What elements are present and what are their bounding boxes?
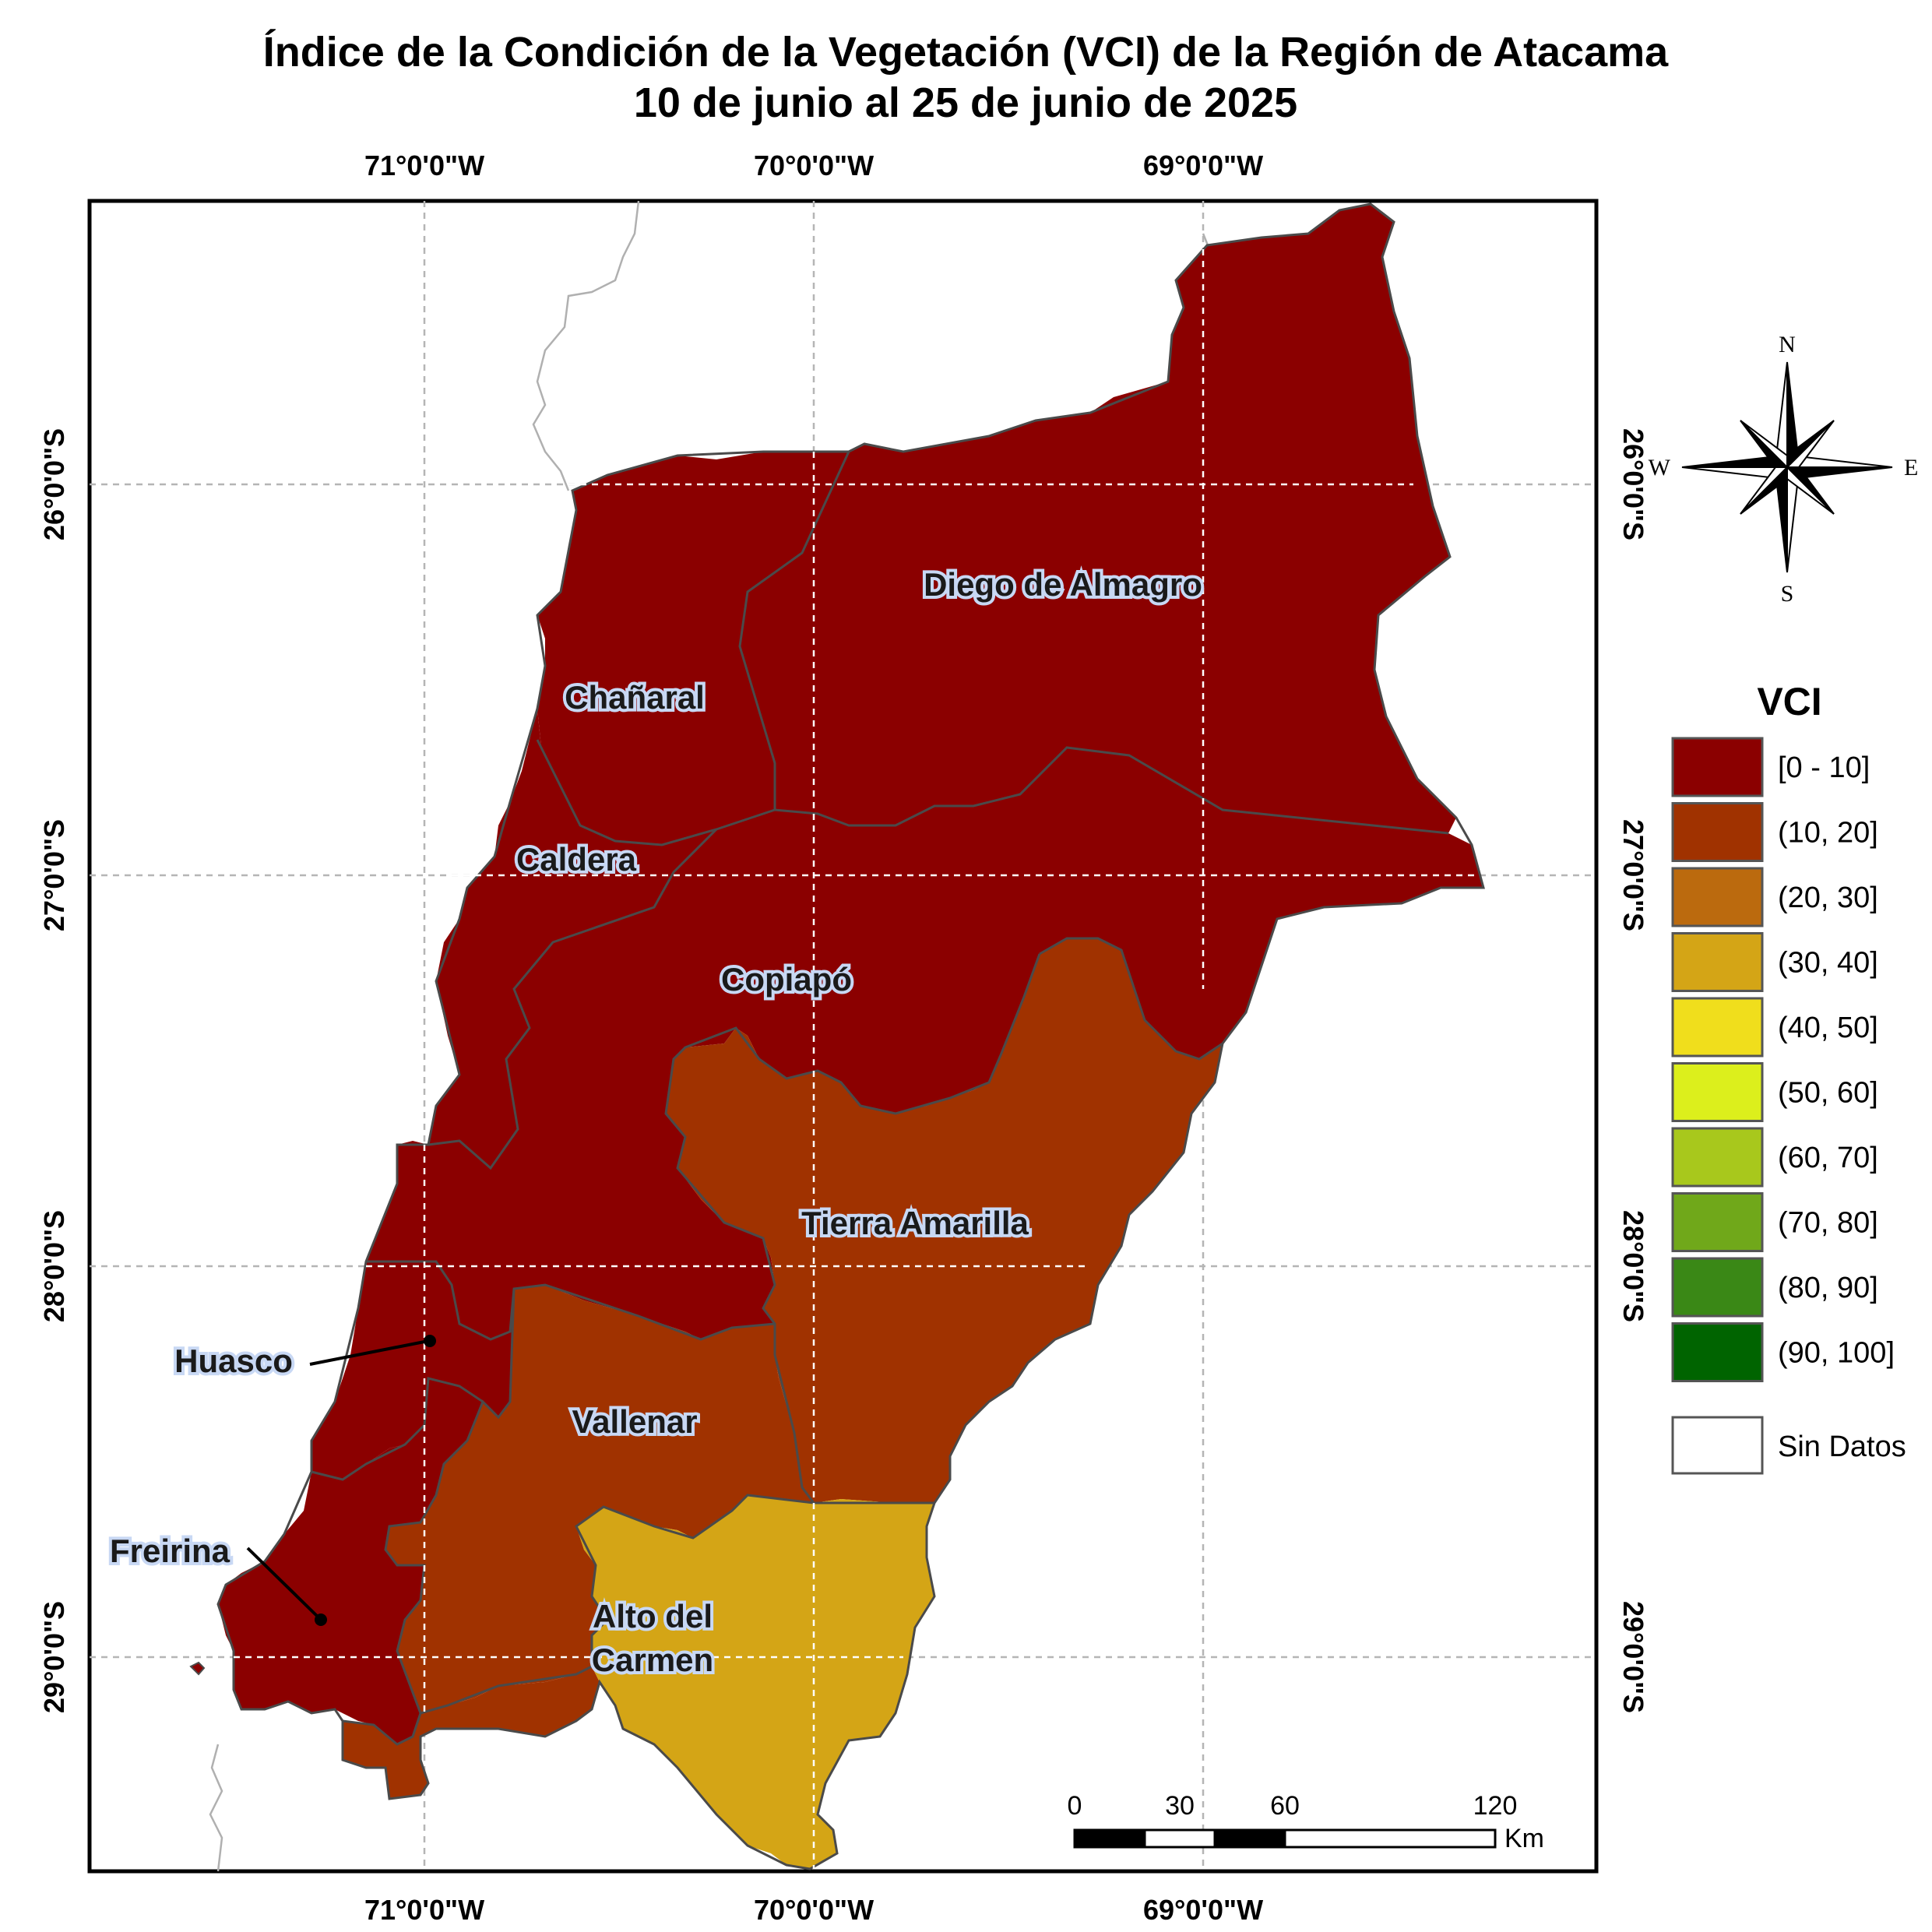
legend-label: (60, 70] <box>1778 1142 1878 1174</box>
svg-text:26°0'0"S: 26°0'0"S <box>38 428 70 540</box>
label-chanaral: Chañaral <box>565 679 705 716</box>
commune-labels: Diego de Almagro Chañaral Caldera Copiap… <box>107 563 1205 1681</box>
svg-text:26°0'0"S: 26°0'0"S <box>1617 428 1649 540</box>
legend-swatch <box>1671 802 1764 862</box>
legend-label: (40, 50] <box>1778 1012 1878 1044</box>
commune-diego-de-almagro <box>740 204 1456 833</box>
north-arrow: N S E W <box>1649 332 1919 607</box>
commune-vallenar <box>385 1285 814 1713</box>
svg-text:71°0'0"W: 71°0'0"W <box>364 1894 484 1926</box>
label-alto-del-carmen-2: Carmen <box>592 1642 713 1678</box>
commune-freirina <box>218 1378 483 1744</box>
legend-label: [0 - 10] <box>1778 751 1870 784</box>
svg-text:71°0'0"W: 71°0'0"W <box>364 150 484 181</box>
svg-text:28°0'0"S: 28°0'0"S <box>38 1210 70 1322</box>
island <box>189 1661 206 1676</box>
legend-title: VCI <box>1757 680 1821 723</box>
commune-huasco <box>311 1262 514 1480</box>
svg-text:28°0'0"S: 28°0'0"S <box>1617 1210 1649 1322</box>
commune-boundaries <box>216 202 1485 1870</box>
svg-text:70°0'0"W: 70°0'0"W <box>754 150 874 181</box>
longitude-labels-top: 71°0'0"W 70°0'0"W 69°0'0"W <box>364 150 1263 181</box>
commune-tierra-amarilla <box>666 938 1223 1503</box>
svg-text:70°0'0"W: 70°0'0"W <box>754 1894 874 1926</box>
latitude-labels-right: 26°0'0"S 27°0'0"S 28°0'0"S 29°0'0"S <box>1617 428 1649 1713</box>
compass-w: W <box>1649 455 1671 480</box>
svg-text:27°0'0"S: 27°0'0"S <box>1617 819 1649 931</box>
label-copiapo: Copiapó <box>721 961 852 998</box>
legend-label: (70, 80] <box>1778 1207 1878 1240</box>
scale-unit: Km <box>1504 1824 1544 1853</box>
scale-tick-60: 60 <box>1270 1791 1300 1821</box>
legend-swatch <box>1671 867 1764 927</box>
legend-swatch <box>1671 1192 1764 1252</box>
commune-chanaral <box>537 452 849 845</box>
compass-e: E <box>1904 455 1918 480</box>
svg-text:29°0'0"S: 29°0'0"S <box>1617 1601 1649 1713</box>
latitude-labels-left: 26°0'0"S 27°0'0"S 28°0'0"S 29°0'0"S <box>38 428 70 1713</box>
label-caldera: Caldera <box>516 841 637 878</box>
svg-text:29°0'0"S: 29°0'0"S <box>38 1601 70 1713</box>
scale-tick-30: 30 <box>1165 1791 1195 1821</box>
leader-lines <box>246 1335 436 1626</box>
legend-label-no-data: Sin Datos <box>1778 1431 1906 1463</box>
label-freirina: Freirina <box>110 1533 231 1569</box>
svg-text:69°0'0"W: 69°0'0"W <box>1143 1894 1263 1926</box>
legend-swatch-no-data <box>1671 1416 1764 1475</box>
label-huasco: Huasco <box>174 1343 293 1379</box>
svg-text:69°0'0"W: 69°0'0"W <box>1143 150 1263 181</box>
legend-label: (20, 30] <box>1778 882 1878 914</box>
huasco-point <box>424 1335 436 1347</box>
longitude-labels-bottom: 71°0'0"W 70°0'0"W 69°0'0"W <box>364 1894 1263 1926</box>
freirina-point <box>315 1614 327 1626</box>
coastline-south <box>209 1744 223 1872</box>
legend-label: (10, 20] <box>1778 817 1878 850</box>
map-title-line1: Índice de la Condición de la Vegetación … <box>263 29 1669 76</box>
compass-s: S <box>1781 581 1794 607</box>
scale-tick-0: 0 <box>1068 1791 1082 1821</box>
legend-swatch <box>1671 1322 1764 1382</box>
label-vallenar: Vallenar <box>572 1403 697 1440</box>
legend-items: [0 - 10] (10, 20] (20, 30] (30, 40] (40, 50]… <box>1671 737 1895 1382</box>
commune-vallenar-south <box>343 1666 600 1799</box>
legend: VCI [0 - 10] (10, 20] (20, 30] (30, 40] (40,… <box>1671 680 1906 1475</box>
legend-label: (90, 100] <box>1778 1337 1895 1370</box>
legend-swatch <box>1671 1062 1764 1122</box>
legend-label: (30, 40] <box>1778 947 1878 980</box>
scale-bar: 0 30 60 120 Km <box>1068 1791 1544 1853</box>
label-alto-del-carmen-1: Alto del <box>593 1598 713 1635</box>
svg-text:27°0'0"S: 27°0'0"S <box>38 819 70 931</box>
legend-label: (50, 60] <box>1778 1077 1878 1110</box>
scale-tick-120: 120 <box>1473 1791 1518 1821</box>
label-tierra-amarilla: Tierra Amarilla <box>801 1205 1029 1241</box>
graticule-inner <box>234 249 1476 1869</box>
legend-swatch <box>1671 1257 1764 1318</box>
coastline-north <box>532 200 640 491</box>
legend-swatch <box>1671 997 1764 1057</box>
map-title-line2: 10 de junio al 25 de junio de 2025 <box>634 79 1297 126</box>
legend-swatch <box>1671 737 1764 797</box>
legend-label: (80, 90] <box>1778 1272 1878 1304</box>
compass-n: N <box>1779 332 1796 357</box>
commune-caldera <box>428 709 716 1168</box>
legend-swatch <box>1671 1127 1764 1188</box>
commune-alto-del-carmen <box>576 1495 934 1869</box>
legend-swatch <box>1671 932 1764 992</box>
label-diego-de-almagro: Diego de Almagro <box>924 566 1202 603</box>
